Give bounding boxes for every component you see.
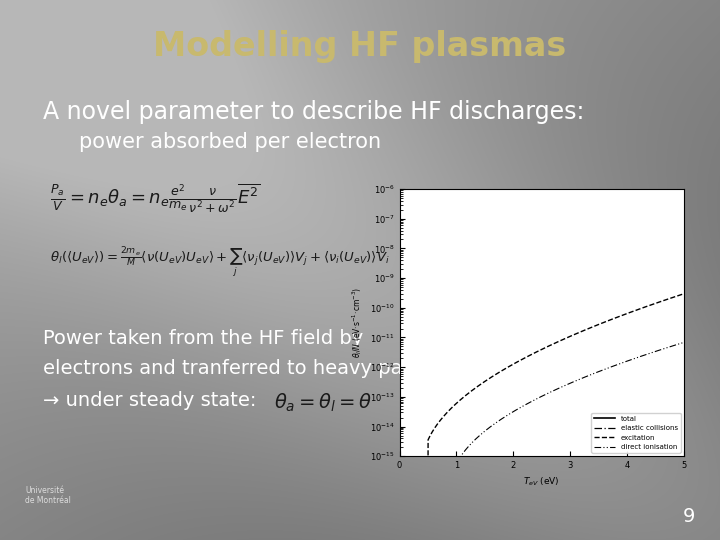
total — [534, 483, 542, 489]
Text: electrons and tranferred to heavy particles: electrons and tranferred to heavy partic… — [43, 359, 462, 378]
excitation — [671, 293, 680, 300]
Text: Power taken from the HF field by: Power taken from the HF field by — [43, 329, 364, 348]
excitation — [672, 293, 680, 300]
excitation — [680, 291, 688, 297]
total — [395, 483, 404, 489]
direct ionisation — [410, 483, 418, 489]
total — [410, 483, 418, 489]
total — [672, 483, 680, 489]
total — [680, 483, 688, 489]
elastic collisions — [671, 483, 680, 489]
excitation — [619, 312, 628, 318]
Text: $\frac{P_a}{V} = n_e\theta_a = n_e \frac{e^2}{m_e} \frac{\nu}{\nu^2 + \omega^2} : $\frac{P_a}{V} = n_e\theta_a = n_e \frac… — [50, 181, 261, 215]
Text: 9: 9 — [683, 508, 695, 526]
elastic collisions — [672, 483, 680, 489]
Text: Modelling HF plasmas: Modelling HF plasmas — [153, 30, 567, 63]
Text: power absorbed per electron: power absorbed per electron — [79, 132, 382, 152]
excitation — [410, 483, 418, 489]
direct ionisation — [619, 359, 628, 366]
excitation — [534, 348, 542, 354]
excitation — [395, 483, 404, 489]
Text: A novel parameter to describe HF discharges:: A novel parameter to describe HF dischar… — [43, 100, 585, 124]
Legend: total, elastic collisions, excitation, direct ionisation: total, elastic collisions, excitation, d… — [591, 413, 680, 453]
Y-axis label: $\theta_l / N$ (eV·s$^{-1}$·cm$^{-3}$): $\theta_l / N$ (eV·s$^{-1}$·cm$^{-3}$) — [351, 287, 364, 358]
X-axis label: $T_{eV}$ (eV): $T_{eV}$ (eV) — [523, 476, 560, 488]
total — [619, 483, 628, 489]
Line: direct ionisation: direct ionisation — [400, 342, 684, 486]
Line: excitation: excitation — [400, 294, 684, 486]
elastic collisions — [619, 483, 628, 489]
direct ionisation — [534, 395, 542, 401]
Text: → under steady state:: → under steady state: — [43, 392, 256, 410]
elastic collisions — [410, 483, 418, 489]
direct ionisation — [672, 342, 680, 348]
Text: $\theta_a = \theta_l = \theta$: $\theta_a = \theta_l = \theta$ — [274, 392, 372, 414]
direct ionisation — [680, 339, 688, 346]
elastic collisions — [680, 483, 688, 489]
total — [526, 483, 535, 489]
direct ionisation — [395, 483, 404, 489]
elastic collisions — [395, 483, 404, 489]
direct ionisation — [671, 342, 680, 348]
Text: Université
de Montréal: Université de Montréal — [25, 486, 71, 505]
total — [671, 483, 680, 489]
elastic collisions — [526, 483, 535, 489]
Text: $\theta_l(\langle U_{eV}\rangle) = \frac{2m_e}{M}\langle\nu(U_{eV})U_{eV}\rangle: $\theta_l(\langle U_{eV}\rangle) = \frac… — [50, 246, 390, 280]
excitation — [526, 352, 535, 358]
elastic collisions — [534, 483, 542, 489]
direct ionisation — [526, 399, 535, 406]
